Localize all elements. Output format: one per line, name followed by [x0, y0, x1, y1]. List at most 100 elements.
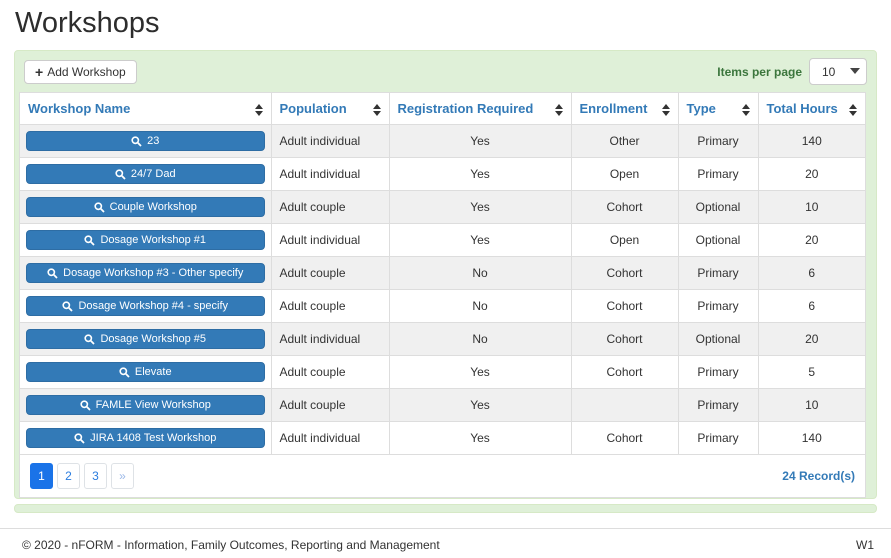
workshop-link-button[interactable]: Dosage Workshop #3 - Other specify [26, 263, 265, 283]
add-workshop-button[interactable]: + Add Workshop [24, 59, 137, 84]
type-cell: Primary [678, 157, 759, 191]
items-per-page-select[interactable]: 10 [809, 58, 867, 85]
total-hours-cell: 140 [758, 421, 865, 455]
workshop-link-button[interactable]: Couple Workshop [26, 197, 265, 217]
total-hours-cell: 20 [758, 322, 865, 356]
total-hours-cell: 20 [758, 223, 865, 257]
workshops-panel: + Add Workshop Items per page 10 Worksho… [14, 50, 877, 499]
sort-icon [372, 104, 381, 116]
workshop-link-button[interactable]: Dosage Workshop #1 [26, 230, 265, 250]
type-cell: Optional [678, 223, 759, 257]
type-cell: Primary [678, 289, 759, 323]
sort-icon [661, 104, 670, 116]
search-icon [115, 168, 126, 180]
population-cell: Adult couple [271, 289, 390, 323]
type-cell: Optional [678, 190, 759, 224]
workshop-link-button[interactable]: Dosage Workshop #4 - specify [26, 296, 265, 316]
table-row: Dosage Workshop #3 - Other specify Adult… [20, 256, 865, 290]
enrollment-cell [571, 388, 679, 422]
enrollment-cell: Cohort [571, 322, 679, 356]
table-row: 24/7 Dad Adult individual Yes Open Prima… [20, 157, 865, 191]
registration-cell: Yes [389, 355, 572, 389]
search-icon [47, 267, 58, 279]
enrollment-cell: Open [571, 223, 679, 257]
search-icon [84, 234, 96, 246]
items-per-page-select-wrap: 10 [809, 58, 867, 85]
search-icon [94, 201, 105, 213]
table-row: Elevate Adult couple Yes Cohort Primary … [20, 355, 865, 389]
page-button-3[interactable]: 3 [84, 463, 107, 489]
footer: © 2020 - nFORM - Information, Family Out… [0, 529, 891, 552]
workshops-table: Workshop Name Population Registration Re… [20, 93, 865, 455]
page-title: Workshops [15, 7, 160, 39]
page-button-1[interactable]: 1 [30, 463, 53, 489]
population-cell: Adult couple [271, 388, 390, 422]
pagination: 1 2 3 » [30, 463, 134, 489]
population-cell: Adult individual [271, 157, 390, 191]
workshop-link-button[interactable]: 23 [26, 131, 265, 151]
search-icon [80, 399, 91, 411]
next-page-button[interactable]: » [111, 463, 134, 489]
table-header-row: Workshop Name Population Registration Re… [20, 93, 865, 125]
search-icon [62, 300, 74, 312]
registration-cell: No [389, 256, 572, 290]
type-cell: Primary [678, 388, 759, 422]
type-cell: Primary [678, 355, 759, 389]
column-header-total-hours[interactable]: Total Hours [758, 93, 865, 125]
items-per-page-label: Items per page [717, 64, 802, 79]
items-per-page-control: Items per page 10 [717, 58, 867, 85]
sort-icon [554, 104, 563, 116]
column-header-type[interactable]: Type [678, 93, 759, 125]
plus-icon: + [35, 63, 44, 80]
column-header-population[interactable]: Population [271, 93, 390, 125]
enrollment-cell: Cohort [571, 256, 679, 290]
workshop-link-button[interactable]: JIRA 1408 Test Workshop [26, 428, 265, 448]
population-cell: Adult individual [271, 322, 390, 356]
footer-divider [0, 528, 891, 529]
registration-cell: Yes [389, 190, 572, 224]
type-cell: Primary [678, 421, 759, 455]
type-cell: Primary [678, 124, 759, 158]
type-cell: Optional [678, 322, 759, 356]
registration-cell: No [389, 289, 572, 323]
pagination-bar: 1 2 3 » 24 Record(s) [20, 455, 865, 497]
search-icon [131, 135, 142, 147]
column-header-workshop-name[interactable]: Workshop Name [20, 93, 272, 125]
table-row: 23 Adult individual Yes Other Primary 14… [20, 124, 865, 158]
registration-cell: Yes [389, 223, 572, 257]
enrollment-cell: Cohort [571, 355, 679, 389]
workshops-table-container: Workshop Name Population Registration Re… [19, 92, 866, 498]
sort-icon [741, 104, 750, 116]
registration-cell: Yes [389, 157, 572, 191]
copyright-text: © 2020 - nFORM - Information, Family Out… [22, 538, 440, 552]
total-hours-cell: 6 [758, 289, 865, 323]
workshop-link-button[interactable]: FAMLE View Workshop [26, 395, 265, 415]
page-button-2[interactable]: 2 [57, 463, 80, 489]
enrollment-cell: Other [571, 124, 679, 158]
table-row: Dosage Workshop #4 - specify Adult coupl… [20, 289, 865, 323]
total-hours-cell: 5 [758, 355, 865, 389]
table-row: FAMLE View Workshop Adult couple Yes Pri… [20, 388, 865, 422]
enrollment-cell: Cohort [571, 190, 679, 224]
registration-cell: No [389, 322, 572, 356]
total-hours-cell: 140 [758, 124, 865, 158]
registration-cell: Yes [389, 124, 572, 158]
toolbar: + Add Workshop Items per page 10 [15, 51, 876, 92]
column-header-enrollment[interactable]: Enrollment [571, 93, 679, 125]
total-hours-cell: 10 [758, 388, 865, 422]
record-count: 24 Record(s) [782, 469, 855, 483]
workshop-link-button[interactable]: Elevate [26, 362, 265, 382]
workshop-link-button[interactable]: 24/7 Dad [26, 164, 265, 184]
type-cell: Primary [678, 256, 759, 290]
total-hours-cell: 6 [758, 256, 865, 290]
population-cell: Adult individual [271, 421, 390, 455]
add-workshop-label: Add Workshop [47, 64, 126, 79]
population-cell: Adult couple [271, 190, 390, 224]
enrollment-cell: Cohort [571, 421, 679, 455]
enrollment-cell: Open [571, 157, 679, 191]
table-row: Dosage Workshop #1 Adult individual Yes … [20, 223, 865, 257]
column-header-registration-required[interactable]: Registration Required [389, 93, 572, 125]
version-label: W1 [856, 538, 874, 552]
workshop-link-button[interactable]: Dosage Workshop #5 [26, 329, 265, 349]
total-hours-cell: 10 [758, 190, 865, 224]
